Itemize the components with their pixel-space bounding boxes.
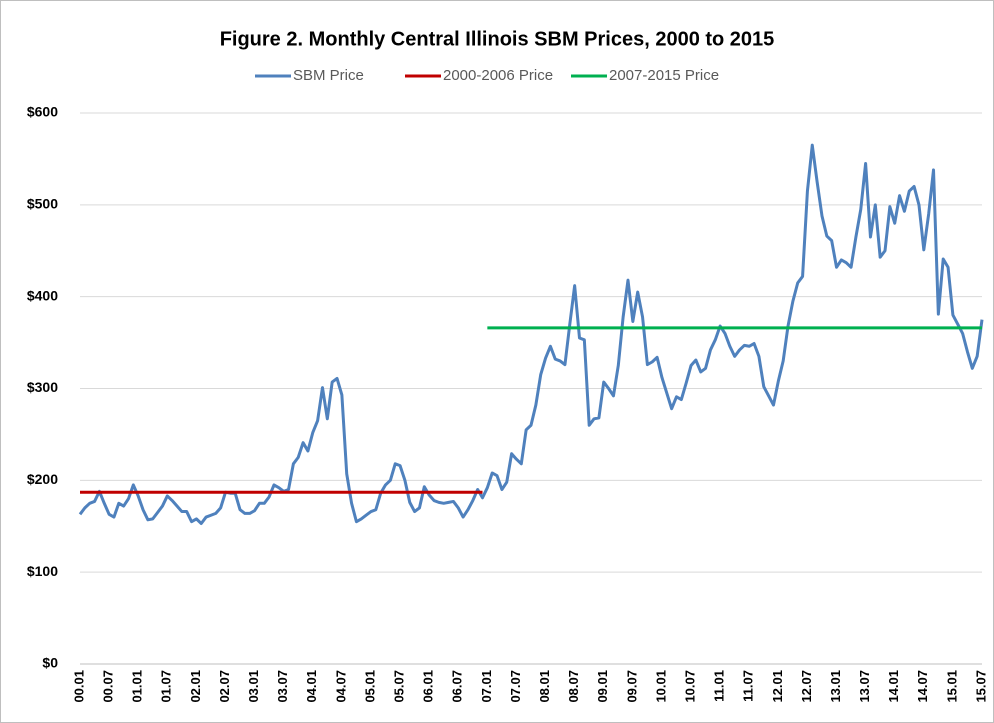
x-tick-label: 00.01 bbox=[71, 670, 86, 703]
x-tick-label: 02.07 bbox=[217, 670, 232, 703]
y-tick-label: $400 bbox=[27, 287, 58, 303]
x-tick-label: 13.07 bbox=[857, 670, 872, 703]
x-tick-label: 10.01 bbox=[653, 670, 668, 703]
y-tick-label: $500 bbox=[27, 196, 58, 212]
legend-label: 2007-2015 Price bbox=[609, 67, 719, 84]
x-tick-label: 07.01 bbox=[479, 670, 494, 703]
x-tick-label: 02.01 bbox=[188, 670, 203, 703]
x-tick-label: 14.07 bbox=[915, 670, 930, 703]
legend-label: 2000-2006 Price bbox=[443, 67, 553, 84]
x-tick-label: 12.01 bbox=[770, 670, 785, 703]
x-tick-label: 13.01 bbox=[828, 670, 843, 703]
x-tick-label: 15.01 bbox=[944, 670, 959, 703]
y-tick-label: $600 bbox=[27, 104, 58, 120]
x-tick-label: 03.01 bbox=[246, 670, 261, 703]
y-tick-label: $100 bbox=[27, 563, 58, 579]
x-tick-label: 10.07 bbox=[682, 670, 697, 703]
x-tick-label: 06.01 bbox=[421, 670, 436, 703]
x-tick-label: 09.07 bbox=[624, 670, 639, 703]
x-tick-label: 06.07 bbox=[450, 670, 465, 703]
x-tick-label: 00.07 bbox=[101, 670, 116, 703]
x-tick-label: 04.01 bbox=[304, 670, 319, 703]
y-tick-label: $300 bbox=[27, 379, 58, 395]
x-tick-label: 04.07 bbox=[333, 670, 348, 703]
y-tick-label: $0 bbox=[42, 655, 58, 671]
x-tick-label: 08.07 bbox=[566, 670, 581, 703]
x-tick-label: 14.01 bbox=[886, 670, 901, 703]
x-tick-label: 05.01 bbox=[362, 670, 377, 703]
x-tick-label: 09.01 bbox=[595, 670, 610, 703]
x-tick-label: 12.07 bbox=[799, 670, 814, 703]
x-tick-label: 08.01 bbox=[537, 670, 552, 703]
x-tick-label: 03.07 bbox=[275, 670, 290, 703]
y-tick-label: $200 bbox=[27, 471, 58, 487]
x-tick-label: 11.01 bbox=[712, 670, 727, 702]
x-tick-label: 01.01 bbox=[130, 670, 145, 703]
x-tick-label: 01.07 bbox=[159, 670, 174, 703]
chart-title: Figure 2. Monthly Central Illinois SBM P… bbox=[220, 28, 775, 50]
x-tick-label: 11.07 bbox=[741, 670, 756, 702]
x-tick-label: 07.07 bbox=[508, 670, 523, 703]
legend-label: SBM Price bbox=[293, 67, 364, 84]
x-tick-label: 15.07 bbox=[973, 670, 988, 703]
x-tick-label: 05.07 bbox=[392, 670, 407, 703]
